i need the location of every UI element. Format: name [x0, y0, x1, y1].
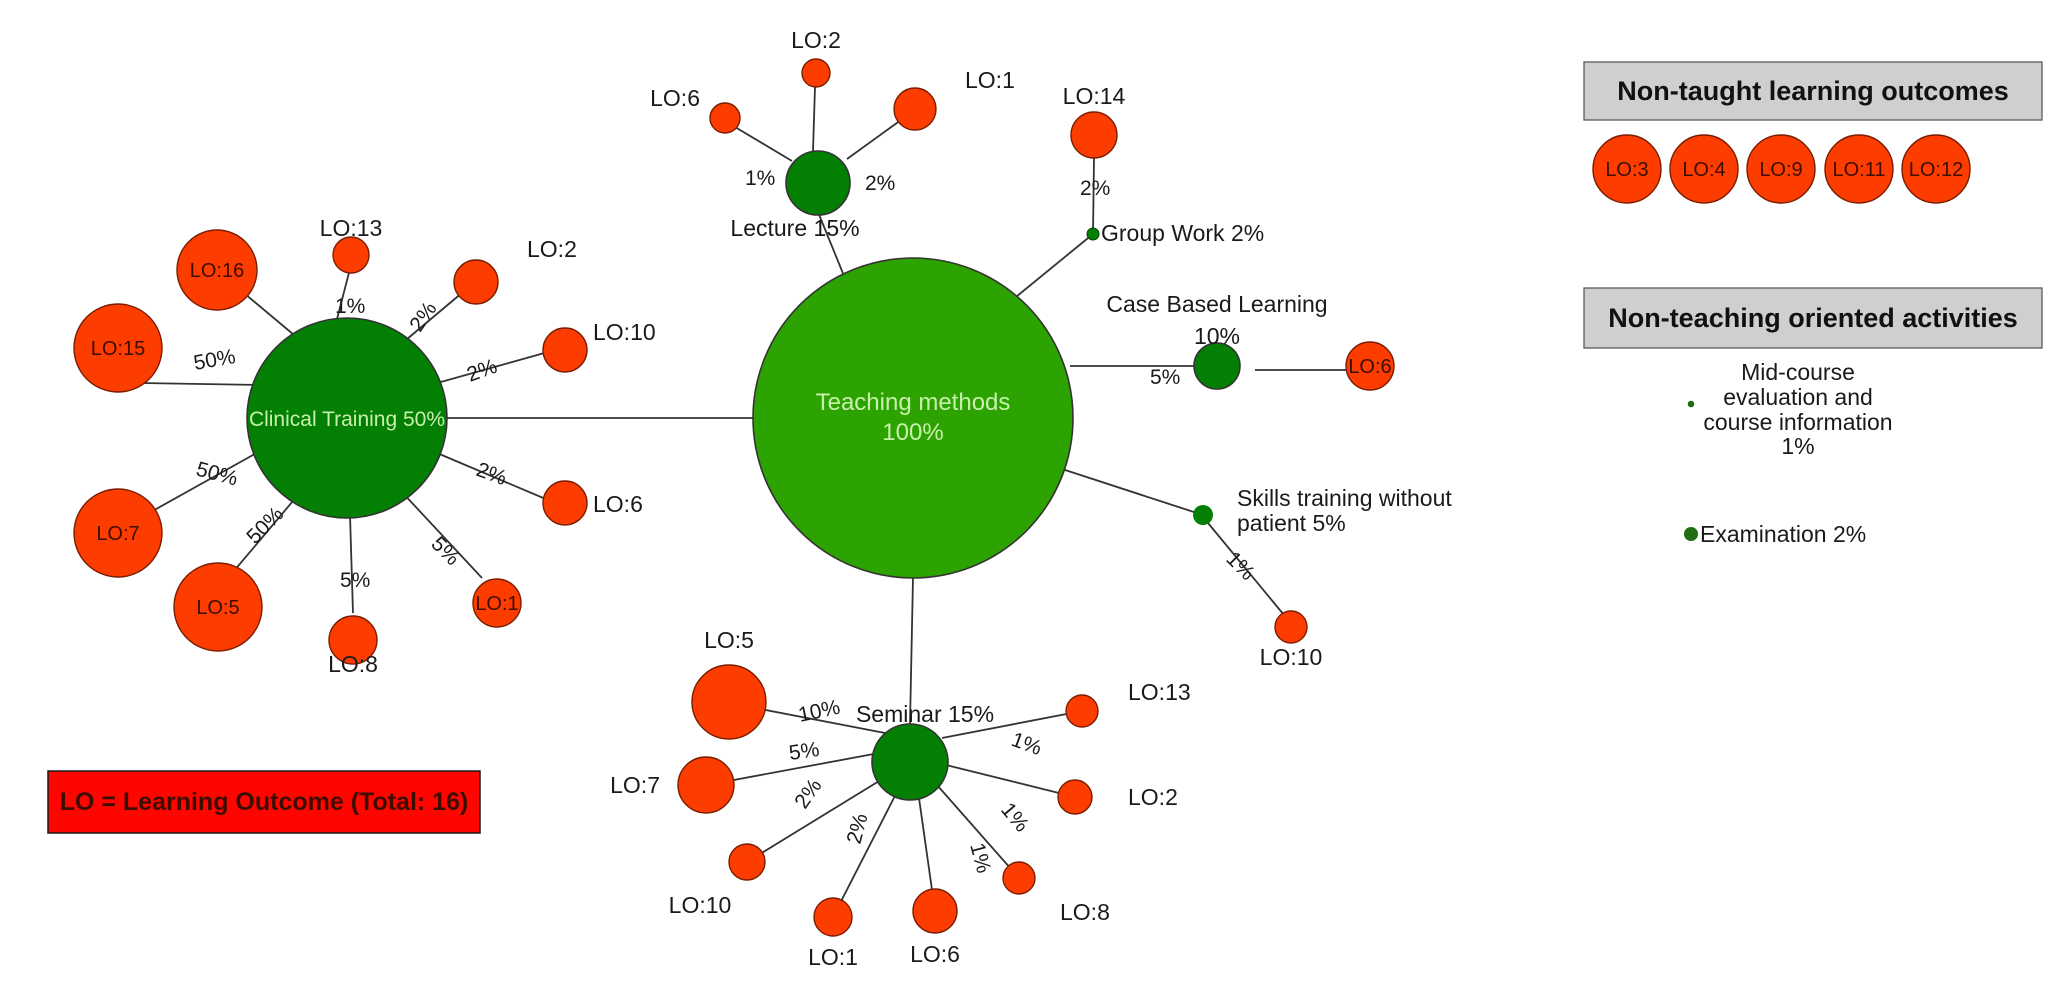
svg-text:5%: 5% [787, 738, 820, 765]
svg-text:Non-teaching oriented activiti: Non-teaching oriented activities [1608, 303, 2018, 333]
svg-text:LO:7: LO:7 [610, 772, 660, 798]
svg-text:evaluation and: evaluation and [1723, 384, 1873, 410]
svg-text:Seminar 15%: Seminar 15% [856, 701, 994, 727]
svg-text:LO:2: LO:2 [1128, 784, 1178, 810]
svg-text:LO:6: LO:6 [1348, 356, 1391, 378]
svg-text:LO:1: LO:1 [475, 593, 518, 615]
svg-text:LO:5: LO:5 [704, 627, 754, 653]
svg-text:LO:10: LO:10 [669, 892, 732, 918]
svg-text:LO:5: LO:5 [196, 597, 239, 619]
svg-text:LO:10: LO:10 [593, 319, 656, 345]
svg-text:Examination 2%: Examination 2% [1700, 521, 1866, 547]
svg-text:LO:6: LO:6 [593, 491, 643, 517]
svg-text:100%: 100% [882, 419, 943, 446]
svg-text:Skills training without: Skills training without [1237, 485, 1452, 511]
svg-text:2%: 2% [1080, 177, 1110, 200]
svg-text:LO:10: LO:10 [1260, 644, 1323, 670]
svg-text:LO:8: LO:8 [1060, 899, 1110, 925]
svg-text:5%: 5% [340, 569, 370, 592]
svg-text:Group Work 2%: Group Work 2% [1101, 220, 1264, 246]
svg-text:LO:1: LO:1 [808, 944, 858, 970]
svg-text:Teaching methods: Teaching methods [816, 389, 1011, 416]
svg-text:LO:2: LO:2 [791, 27, 841, 53]
svg-text:Lecture 15%: Lecture 15% [730, 215, 859, 241]
svg-text:LO:8: LO:8 [328, 651, 378, 677]
svg-text:LO:4: LO:4 [1682, 159, 1725, 181]
svg-text:LO:6: LO:6 [910, 941, 960, 967]
svg-text:LO:7: LO:7 [96, 523, 139, 545]
svg-text:course information: course information [1703, 409, 1892, 435]
svg-text:LO:15: LO:15 [91, 338, 145, 360]
svg-text:LO:13: LO:13 [320, 215, 383, 241]
svg-text:LO:6: LO:6 [650, 85, 700, 111]
svg-text:1%: 1% [1781, 433, 1814, 459]
svg-text:LO:1: LO:1 [965, 67, 1015, 93]
svg-text:LO:3: LO:3 [1605, 159, 1648, 181]
svg-text:5%: 5% [1150, 366, 1180, 389]
svg-text:LO:11: LO:11 [1833, 159, 1886, 181]
svg-text:patient 5%: patient 5% [1237, 510, 1346, 536]
svg-text:1%: 1% [335, 295, 365, 318]
svg-text:1%: 1% [745, 167, 775, 190]
svg-text:Mid-course: Mid-course [1741, 359, 1855, 385]
svg-text:Non-taught learning outcomes: Non-taught learning outcomes [1617, 76, 2009, 106]
svg-text:LO:14: LO:14 [1063, 83, 1126, 109]
svg-text:LO:13: LO:13 [1128, 679, 1191, 705]
svg-text:LO = Learning Outcome (Total:: LO = Learning Outcome (Total: 16) [60, 788, 469, 816]
svg-text:LO:12: LO:12 [1909, 159, 1963, 181]
svg-text:2%: 2% [865, 172, 895, 195]
svg-text:10%: 10% [1194, 323, 1240, 349]
svg-text:Clinical Training 50%: Clinical Training 50% [249, 408, 445, 431]
svg-text:LO:16: LO:16 [190, 260, 244, 282]
svg-text:LO:2: LO:2 [527, 236, 577, 262]
svg-text:LO:9: LO:9 [1759, 159, 1802, 181]
svg-text:Case Based Learning: Case Based Learning [1106, 291, 1327, 317]
